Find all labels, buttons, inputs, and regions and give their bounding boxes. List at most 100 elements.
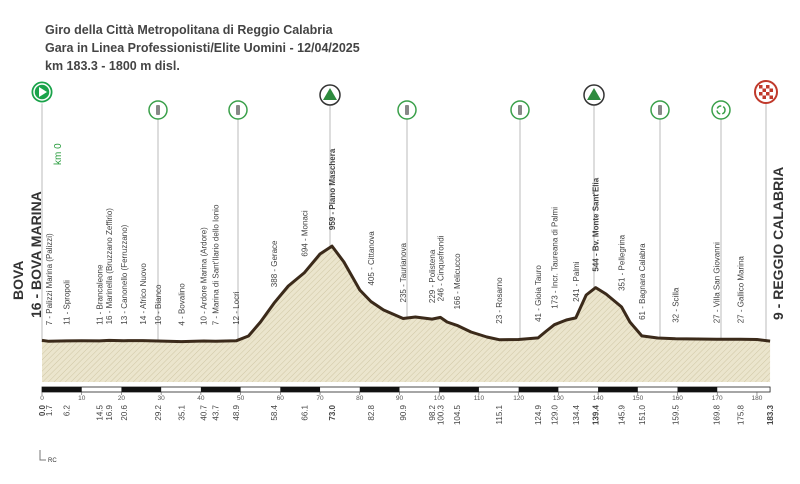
km-label: 159.5	[672, 404, 681, 425]
x-tick-label: 150	[632, 395, 643, 402]
km-label: 82.8	[367, 404, 376, 420]
waypoint-label: 41 - Gioia Tauro	[534, 265, 543, 322]
km-label: 183.3	[766, 404, 775, 425]
km-label: 48.9	[232, 404, 241, 420]
x-tick-label: 180	[752, 395, 763, 402]
waypoint-label: 14 - Africo Nuovo	[139, 263, 148, 325]
km-label: 43.7	[212, 404, 221, 420]
x-tick-label: 60	[277, 395, 285, 402]
waypoint-label: 246 - Cinquefrondi	[436, 235, 445, 301]
x-tick-label: 0	[40, 395, 44, 402]
waypoint-label: 16 - Marinella (Bruzzano Zeffirio)	[105, 208, 114, 325]
waypoint-label: 27 - Gallico Marina	[736, 256, 745, 324]
km-label: 0.0	[38, 404, 47, 416]
x-tick-label: 120	[513, 395, 524, 402]
waypoint-label: 173 - Incr. Taureana di Palmi	[550, 207, 559, 309]
waypoint-label: 61 - Bagnara Calabra	[638, 243, 647, 320]
km-label: 98.2	[428, 404, 437, 420]
km-label: 20.6	[120, 404, 129, 420]
km-label: 100.3	[436, 404, 445, 425]
waypoint-label: 11 - Spropoli	[63, 280, 72, 325]
title-line: km 183.3 - 1800 m disl.	[45, 59, 180, 73]
recycle-glyph	[716, 105, 726, 115]
logo: RC	[39, 450, 57, 464]
waypoint-label: 13 - Canonello (Ferruzzano)	[120, 224, 129, 324]
x-tick-label: 40	[197, 395, 205, 402]
waypoint-label: 229 - Polistena	[428, 249, 437, 303]
finish-label: 9 - REGGIO CALABRIA	[770, 167, 786, 320]
bottle-glyph	[156, 105, 662, 115]
km-label: 66.1	[301, 404, 310, 420]
icon-lines	[41, 103, 767, 342]
x-tick-label: 90	[396, 395, 404, 402]
km-label: 145.9	[618, 404, 627, 425]
km-label: 129.0	[550, 404, 559, 425]
x-tick-label: 30	[158, 395, 166, 402]
icons	[30, 80, 778, 120]
km-label: 124.9	[534, 404, 543, 425]
waypoint-label: 12 - Locri	[232, 291, 241, 325]
km-label: 134.4	[572, 404, 581, 425]
waypoint-label: 388 - Gerace	[270, 240, 279, 287]
waypoint-label: 7 - Marina di Sant'Ilario dello Ionio	[212, 204, 221, 325]
waypoint-label: 405 - Cittanova	[367, 231, 376, 286]
waypoint-label: 7 - Palizzi Marina (Palizzi)	[45, 233, 54, 325]
km-label: 115.1	[495, 404, 504, 424]
finish-icon	[754, 80, 778, 104]
title-block: Giro della Città Metropolitana di Reggio…	[45, 23, 360, 73]
km-label: 175.8	[736, 404, 745, 425]
scale-bar-segment	[677, 387, 718, 392]
km-label: 40.7	[200, 404, 209, 420]
x-tick-label: 20	[118, 395, 126, 402]
scale-bar-segment	[200, 387, 241, 392]
waypoint-label: 166 - Melicucco	[453, 253, 462, 310]
scale-bar-segment	[42, 387, 82, 392]
waypoint-label: 351 - Pellegrina	[618, 234, 627, 291]
km-label: 151.0	[638, 404, 647, 425]
waypoint-label: 11 - Brancaleone	[96, 264, 105, 325]
x-tick-label: 70	[316, 395, 324, 402]
km-label: 58.4	[270, 404, 279, 420]
x-tick-label: 80	[356, 395, 364, 402]
waypoint-label: 27 - Villa San Giovanni	[712, 242, 721, 323]
title-line: Giro della Città Metropolitana di Reggio…	[45, 23, 334, 37]
km-label: 90.9	[399, 404, 408, 420]
km-label: 29.2	[154, 404, 163, 420]
km-label: 6.2	[63, 404, 72, 416]
km-label: 35.1	[177, 404, 186, 420]
km-label: 14.5	[96, 404, 105, 420]
scale-bar-segment	[439, 387, 479, 392]
x-tick-label: 130	[553, 395, 564, 402]
profile-line	[41, 244, 771, 344]
x-tick-label: 10	[78, 395, 86, 402]
start-town: BOVA	[10, 261, 26, 300]
waypoint-label: 241 - Palmi	[572, 261, 581, 302]
km-label: 169.8	[712, 404, 721, 425]
x-tick-label: 140	[593, 395, 604, 402]
x-tick-label: 50	[237, 395, 245, 402]
start-icon	[30, 80, 54, 104]
waypoint-label: 544 - Bv. Monte Sant'Elia	[592, 177, 601, 271]
start-label: 16 - BOVA MARINA	[28, 191, 44, 318]
km-label: 139.4	[592, 404, 601, 425]
waypoint-label: 23 - Rosarno	[495, 277, 504, 324]
scale-bar-segment	[518, 387, 559, 392]
x-tick-label: 100	[434, 395, 445, 402]
scale-bar-segment	[359, 387, 400, 392]
km-label: 104.5	[453, 404, 462, 425]
waypoint-label: 694 - Monaci	[301, 210, 310, 256]
scale-bar-segment	[121, 387, 162, 392]
x-tick-label: 160	[672, 395, 683, 402]
climb-icon	[319, 84, 605, 106]
scale-bar-segment	[280, 387, 321, 392]
title-line: Gara in Linea Professionisti/Elite Uomin…	[45, 41, 360, 55]
waypoint-label: 10 - Ardore Marina (Ardore)	[200, 227, 209, 325]
x-tick-label: 110	[474, 395, 485, 402]
logo-text: RC	[48, 458, 57, 464]
waypoint-label: 10 - Bianco	[154, 284, 163, 325]
profile-area	[42, 246, 771, 382]
x-tick-label: 170	[712, 395, 723, 402]
waypoint-label: 32 - Scilla	[672, 287, 681, 323]
scale-bar-segment	[598, 387, 638, 392]
start-note: km 0	[53, 143, 64, 165]
